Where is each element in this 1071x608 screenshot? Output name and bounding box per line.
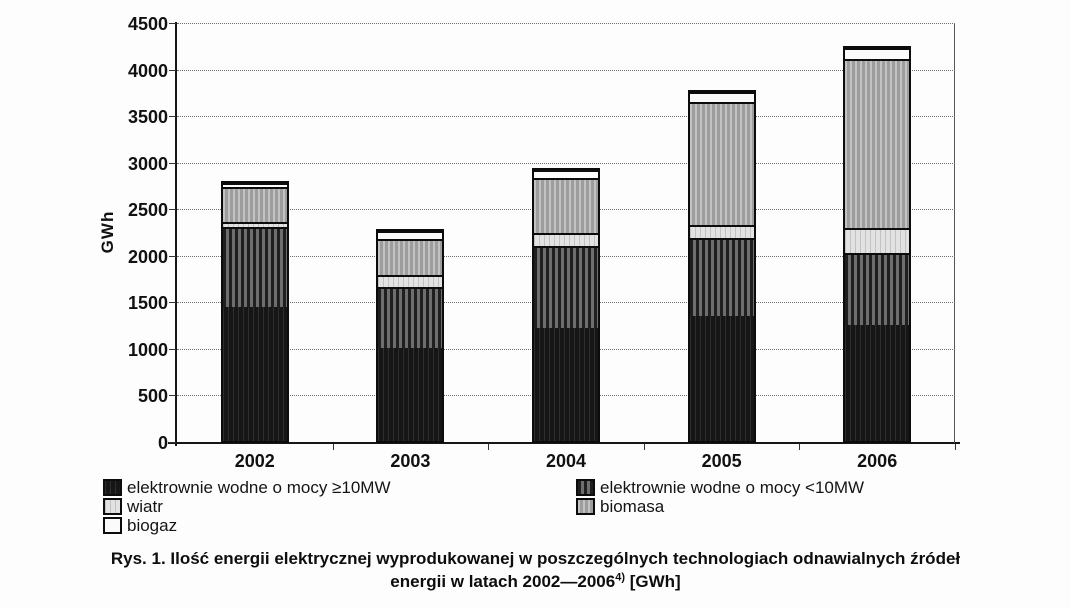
segment-2003-hydro-large bbox=[378, 348, 443, 441]
y-tick-mark-4500 bbox=[169, 23, 176, 24]
y-tick-mark-3500 bbox=[169, 116, 176, 118]
legend-label-wind: wiatr bbox=[127, 496, 163, 516]
segment-2004-hydro-large bbox=[534, 328, 598, 441]
y-tick-mark-4000 bbox=[169, 69, 176, 71]
y-tick-mark-3000 bbox=[169, 162, 176, 164]
legend-label-biomass: biomasa bbox=[600, 496, 665, 516]
segment-2006-hydro-small bbox=[845, 253, 910, 325]
caption-line2: energii w latach 2002—2006 bbox=[390, 572, 616, 591]
plot-area bbox=[177, 23, 955, 443]
x-axis-line bbox=[168, 442, 960, 444]
y-tick-label-500: 500 bbox=[137, 386, 168, 407]
segment-2003-biogas bbox=[378, 231, 443, 239]
caption-footnote-marker: 4) bbox=[615, 571, 625, 584]
gridline-4000 bbox=[177, 69, 955, 71]
x-tick-label-2004: 2004 bbox=[545, 451, 586, 471]
legend-swatch-hydro-large-icon bbox=[103, 479, 122, 496]
y-tick-label-1500: 1500 bbox=[127, 293, 168, 314]
segment-2003-hydro-small bbox=[378, 286, 443, 349]
segment-2005-hydro-small bbox=[689, 238, 754, 316]
legend-item-biogas: biogaz bbox=[103, 516, 177, 535]
x-tick-mark-1 bbox=[333, 444, 334, 450]
y-tick-mark-0 bbox=[169, 442, 176, 443]
legend-label-biogas: biogaz bbox=[127, 515, 178, 535]
x-tick-label-2002: 2002 bbox=[234, 451, 275, 471]
segment-2005-hydro-large bbox=[689, 316, 754, 441]
y-axis-line bbox=[175, 22, 177, 446]
gridline-3500 bbox=[177, 116, 955, 118]
x-tick-mark-4 bbox=[799, 444, 800, 450]
legend-item-wind: wiatr bbox=[103, 497, 163, 516]
legend-swatch-hydro-small-icon bbox=[576, 479, 595, 496]
legend-item-hydro-large: elektrownie wodne o mocy ≥10MW bbox=[103, 478, 391, 497]
segment-2005-biogas bbox=[689, 92, 754, 102]
y-tick-mark-500 bbox=[169, 395, 176, 397]
segment-2004-biomass bbox=[534, 178, 598, 233]
y-tick-mark-1000 bbox=[169, 348, 176, 350]
y-tick-label-0: 0 bbox=[157, 433, 168, 453]
x-tick-mark-5 bbox=[955, 444, 956, 450]
y-tick-mark-1500 bbox=[169, 302, 176, 304]
bar-2002 bbox=[220, 181, 289, 443]
y-tick-label-4500: 4500 bbox=[127, 14, 168, 34]
segment-2002-wind bbox=[222, 222, 287, 227]
x-tick-mark-2 bbox=[488, 444, 489, 450]
bar-2005 bbox=[687, 90, 756, 443]
legend-item-hydro-small: elektrownie wodne o mocy <10MW bbox=[576, 478, 864, 497]
gridline-4500 bbox=[177, 23, 955, 24]
x-tick-label-2003: 2003 bbox=[390, 451, 431, 471]
segment-2006-biomass bbox=[845, 59, 910, 228]
segment-2006-wind bbox=[845, 228, 910, 253]
y-tick-label-3000: 3000 bbox=[127, 153, 168, 174]
figure-caption: Rys. 1. Ilość energii elektrycznej wypro… bbox=[0, 547, 1071, 593]
legend-swatch-biogas-icon bbox=[103, 517, 122, 534]
x-tick-label-2005: 2005 bbox=[701, 451, 742, 471]
x-tick-label-2006: 2006 bbox=[857, 451, 898, 471]
caption-line1: Rys. 1. Ilość energii elektrycznej wypro… bbox=[110, 549, 961, 568]
bar-2003 bbox=[376, 229, 445, 443]
segment-2002-hydro-large bbox=[222, 307, 287, 441]
legend-label-hydro-small: elektrownie wodne o mocy <10MW bbox=[600, 477, 865, 497]
segment-2004-wind bbox=[534, 233, 598, 246]
bar-2004 bbox=[532, 168, 600, 443]
y-tick-mark-2500 bbox=[169, 209, 176, 211]
y-tick-label-4000: 4000 bbox=[127, 60, 168, 81]
segment-2005-wind bbox=[689, 225, 754, 238]
y-tick-label-2500: 2500 bbox=[127, 200, 168, 221]
segment-2003-biomass bbox=[378, 238, 443, 275]
y-tick-label-3500: 3500 bbox=[127, 107, 168, 128]
bar-2006 bbox=[843, 46, 912, 443]
segment-2005-biomass bbox=[689, 102, 754, 225]
gridline-3000 bbox=[177, 162, 955, 164]
legend-item-biomass: biomasa bbox=[576, 497, 664, 516]
segment-2002-biogas bbox=[222, 183, 287, 187]
segment-2004-biogas bbox=[534, 170, 598, 178]
legend-swatch-biomass-icon bbox=[576, 498, 595, 515]
segment-2006-biogas bbox=[845, 48, 910, 59]
y-tick-label-2000: 2000 bbox=[127, 246, 168, 267]
y-tick-mark-2000 bbox=[169, 255, 176, 257]
segment-2003-wind bbox=[378, 274, 443, 287]
segment-2004-hydro-small bbox=[534, 246, 598, 328]
y-tick-label-1000: 1000 bbox=[127, 339, 168, 360]
x-tick-mark-3 bbox=[644, 444, 645, 450]
caption-line2-suffix: [GWh] bbox=[624, 572, 681, 591]
segment-2002-biomass bbox=[222, 187, 287, 222]
legend-label-hydro-large: elektrownie wodne o mocy ≥10MW bbox=[127, 477, 391, 497]
plot-right-border bbox=[954, 24, 955, 443]
legend-swatch-wind-icon bbox=[103, 498, 122, 515]
segment-2006-hydro-large bbox=[845, 325, 910, 441]
segment-2002-hydro-small bbox=[222, 227, 287, 307]
